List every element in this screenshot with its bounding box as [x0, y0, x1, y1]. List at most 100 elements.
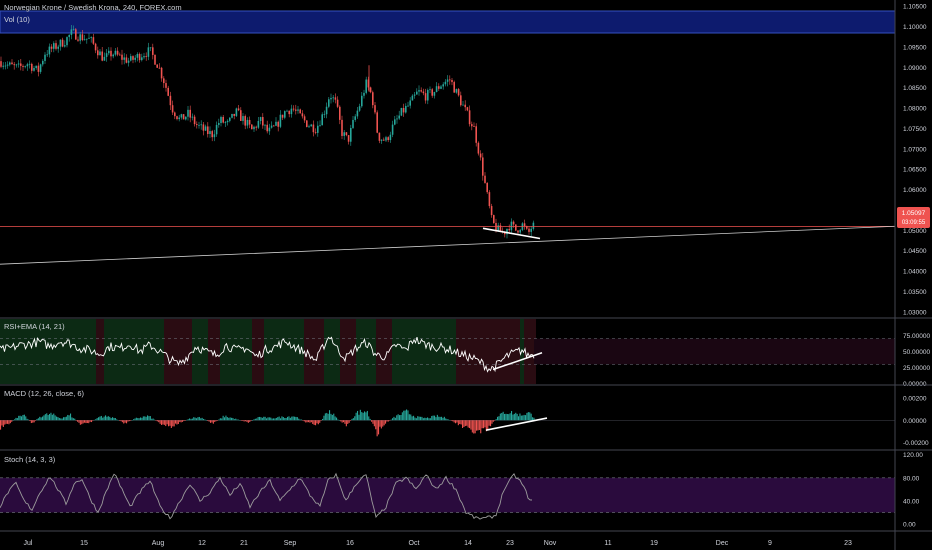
- rsi-bg-column: [260, 319, 264, 384]
- macd-histogram-bar: [98, 417, 100, 421]
- macd-histogram-bar: [382, 420, 384, 427]
- macd-histogram-bar: [25, 416, 27, 421]
- rsi-bg-column: [336, 319, 340, 384]
- candle-body: [257, 120, 260, 128]
- macd-histogram-bar: [105, 415, 107, 421]
- candle-body: [259, 117, 262, 121]
- macd-histogram-bar: [163, 420, 165, 425]
- candle-body: [171, 105, 174, 113]
- macd-histogram-bar: [512, 414, 514, 421]
- rsi-bg-column: [388, 319, 392, 384]
- rsi-bg-column: [408, 319, 412, 384]
- rsi-legend[interactable]: RSI+EMA (14, 21): [4, 322, 65, 331]
- stoch-pane[interactable]: [0, 472, 895, 520]
- macd-histogram-bar: [236, 419, 238, 421]
- candle-body: [233, 113, 235, 116]
- macd-histogram-bar: [389, 420, 391, 421]
- macd-histogram-bar: [60, 418, 62, 421]
- macd-histogram-bar: [369, 418, 371, 421]
- candle-body: [68, 34, 70, 38]
- candle-body: [185, 116, 187, 120]
- candle-body: [495, 222, 497, 231]
- macd-histogram-bar: [533, 417, 535, 421]
- rsi-bg-column: [68, 319, 72, 384]
- price-trendline-long[interactable]: [0, 225, 896, 265]
- candle-body: [308, 126, 310, 128]
- stoch-k-line: [0, 472, 533, 520]
- volume-band: [0, 10, 896, 34]
- macd-histogram-bar: [44, 414, 46, 421]
- rsi-bg-column: [376, 319, 380, 384]
- macd-legend[interactable]: MACD (12, 26, close, 6): [4, 389, 85, 398]
- macd-histogram-bar: [249, 420, 251, 422]
- macd-histogram-bar: [331, 414, 333, 421]
- candle-body: [180, 114, 183, 118]
- rsi-bg-column: [164, 319, 168, 384]
- bar-countdown: 03:09:55: [902, 220, 926, 226]
- macd-histogram-bar: [436, 414, 438, 421]
- macd-histogram-bar: [225, 415, 227, 421]
- macd-histogram-bar: [137, 418, 139, 421]
- macd-histogram-bar: [21, 416, 23, 421]
- candle-body: [468, 110, 471, 125]
- rsi-bg-column: [240, 319, 244, 384]
- x-tick-label: 14: [464, 540, 472, 547]
- macd-histogram-bar: [308, 420, 310, 423]
- macd-histogram-bar: [449, 419, 451, 421]
- rsi-bg-column: [152, 319, 156, 384]
- macd-histogram-bar: [117, 420, 119, 421]
- rsi-bg-column: [60, 319, 64, 384]
- price-tick-label: 1.08000: [903, 106, 927, 113]
- macd-pane[interactable]: [0, 409, 895, 437]
- macd-trendline[interactable]: [485, 417, 548, 431]
- macd-histogram-bar: [428, 418, 430, 421]
- macd-histogram-bar: [100, 415, 102, 421]
- macd-histogram-bar: [473, 420, 475, 434]
- macd-histogram-bar: [530, 413, 532, 421]
- candle-body: [237, 108, 240, 111]
- price-tick-label: 1.07000: [903, 146, 927, 153]
- candle-body: [149, 47, 152, 49]
- price-pane[interactable]: [0, 25, 896, 265]
- stoch-legend[interactable]: Stoch (14, 3, 3): [4, 455, 56, 464]
- candle-body: [484, 175, 486, 183]
- macd-histogram-bar: [22, 414, 24, 421]
- macd-histogram-bar: [466, 420, 468, 426]
- price-trendline-short[interactable]: [482, 227, 541, 240]
- macd-histogram-bar: [166, 420, 168, 425]
- candle-body: [508, 228, 510, 231]
- rsi-trendline[interactable]: [492, 352, 543, 371]
- rsi-bg-column: [64, 319, 68, 384]
- x-tick-label: Dec: [716, 540, 729, 547]
- macd-histogram-bar: [291, 416, 293, 421]
- macd-histogram-bar: [184, 420, 186, 421]
- macd-histogram-bar: [217, 420, 219, 421]
- candle-body: [141, 57, 143, 61]
- macd-histogram-bar: [130, 420, 132, 421]
- candle-body: [479, 153, 482, 158]
- macd-histogram-bar: [168, 420, 170, 427]
- macd-histogram-bar: [268, 417, 270, 421]
- candle-body: [215, 124, 218, 135]
- macd-histogram-bar: [456, 420, 458, 423]
- candle-body: [517, 230, 519, 233]
- macd-histogram-bar: [109, 416, 111, 421]
- macd-tick-label: 0.00200: [903, 396, 927, 403]
- volume-legend[interactable]: Vol (10): [4, 15, 30, 24]
- rsi-pane[interactable]: [0, 319, 895, 384]
- macd-histogram-bar: [247, 420, 249, 423]
- candle-body: [48, 46, 51, 55]
- macd-histogram-bar: [212, 420, 214, 424]
- macd-histogram-bar: [219, 418, 221, 421]
- macd-histogram-bar: [414, 417, 416, 421]
- macd-histogram-bar: [520, 415, 522, 421]
- rsi-bg-column: [320, 319, 324, 384]
- macd-histogram-bar: [151, 418, 153, 421]
- rsi-bg-column: [52, 319, 56, 384]
- macd-histogram-bar: [135, 417, 137, 421]
- rsi-bg-column: [404, 319, 408, 384]
- macd-histogram-bar: [95, 419, 97, 421]
- price-tick-label: 1.09500: [903, 44, 927, 51]
- candle-body: [466, 107, 469, 111]
